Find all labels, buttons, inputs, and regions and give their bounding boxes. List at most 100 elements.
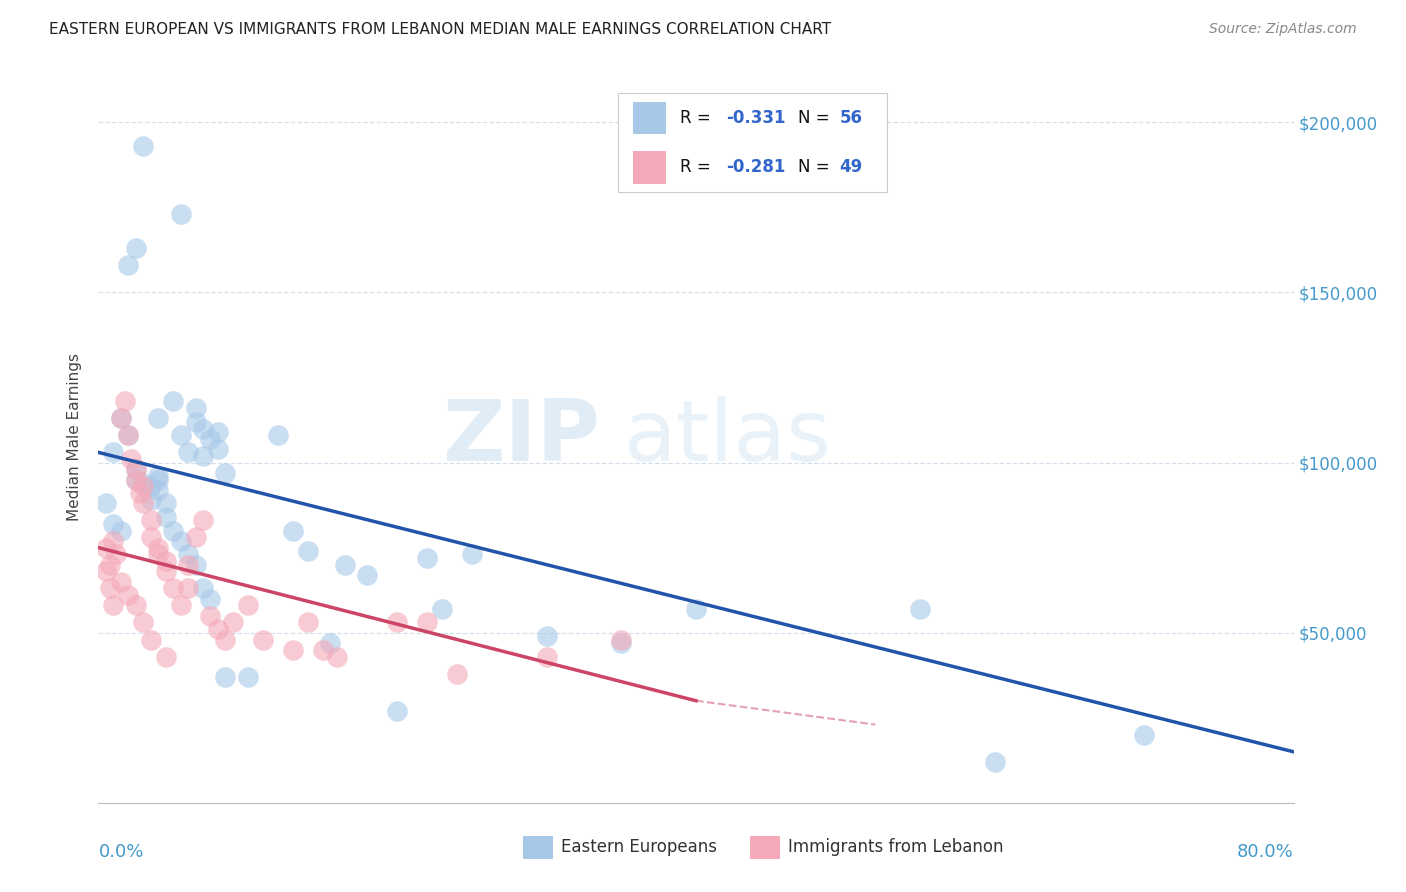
Point [129,486,152,500]
Point [191,449,214,463]
Text: atlas: atlas [624,395,832,479]
Point [125,462,148,476]
Point [169,533,191,548]
Point [125,462,148,476]
Point [169,428,191,442]
Point [110,524,132,538]
Point [155,649,177,664]
Point [117,258,139,272]
Point [267,428,290,442]
Point [148,473,170,487]
Text: 56: 56 [839,109,862,127]
Point [98,558,122,572]
Point [132,496,155,510]
Point [117,428,139,442]
Point [326,649,349,664]
Text: Immigrants from Lebanon: Immigrants from Lebanon [787,838,1004,856]
Point [177,445,200,459]
Point [281,524,304,538]
Point [139,479,162,493]
Point [125,473,148,487]
Point [200,432,222,446]
Point [155,510,177,524]
Point [461,548,484,562]
Point [162,394,184,409]
Point [191,513,214,527]
Point [536,649,558,664]
Text: 49: 49 [839,159,863,177]
Point [430,602,453,616]
Point [155,554,177,568]
Text: EASTERN EUROPEAN VS IMMIGRANTS FROM LEBANON MEDIAN MALE EARNINGS CORRELATION CHA: EASTERN EUROPEAN VS IMMIGRANTS FROM LEBA… [49,22,831,37]
FancyBboxPatch shape [523,836,553,859]
Point [132,479,155,493]
Text: R =: R = [681,109,717,127]
Point [103,533,125,548]
Point [356,567,378,582]
Point [148,548,170,562]
Text: N =: N = [797,159,834,177]
Point [281,642,304,657]
Point [177,558,200,572]
Point [236,599,259,613]
Point [125,473,148,487]
Text: Source: ZipAtlas.com: Source: ZipAtlas.com [1209,22,1357,37]
Point [207,622,229,636]
Point [162,582,184,596]
Point [177,582,200,596]
Point [148,483,170,497]
FancyBboxPatch shape [633,102,666,135]
Point [110,411,132,425]
Point [169,599,191,613]
Point [214,670,236,684]
Point [236,670,259,684]
Text: 0.0%: 0.0% [98,843,143,861]
Point [333,558,356,572]
Point [125,241,148,255]
Point [200,608,222,623]
Point [125,599,148,613]
Point [117,428,139,442]
Point [184,531,207,545]
Point [155,565,177,579]
FancyBboxPatch shape [633,151,666,184]
Point [139,493,162,508]
Point [110,574,132,589]
Point [311,642,333,657]
Point [416,550,439,565]
Point [162,524,184,538]
Point [536,629,558,643]
Point [132,139,155,153]
Point [155,496,177,510]
Point [297,544,319,558]
Point [114,394,136,409]
Point [207,442,229,456]
Point [94,541,117,555]
Point [103,516,125,531]
Text: Eastern Europeans: Eastern Europeans [561,838,717,856]
Point [103,599,125,613]
Point [148,469,170,483]
Point [98,582,122,596]
Point [416,615,439,630]
Point [685,602,707,616]
Point [222,615,245,630]
Point [139,513,162,527]
Point [148,411,170,425]
Point [610,636,633,650]
FancyBboxPatch shape [619,94,887,192]
Y-axis label: Median Male Earnings: Median Male Earnings [67,353,83,521]
Point [252,632,274,647]
Point [110,411,132,425]
Point [446,666,468,681]
Point [177,548,200,562]
Point [1133,728,1156,742]
Point [200,591,222,606]
Point [984,755,1007,769]
Text: -0.331: -0.331 [725,109,786,127]
Point [214,466,236,480]
Point [908,602,931,616]
Point [184,415,207,429]
Point [191,582,214,596]
Point [148,541,170,555]
